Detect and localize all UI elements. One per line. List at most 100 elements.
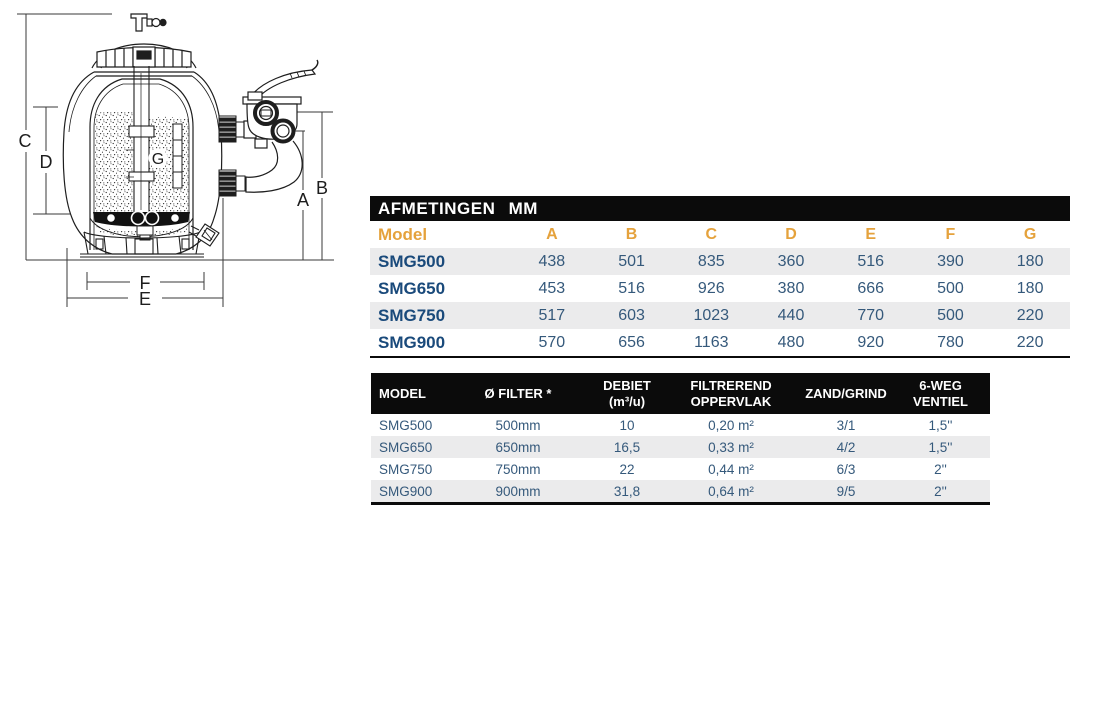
dim-label-f: F [140,273,151,293]
stand-base [80,231,204,258]
dimension-labels: C D A B F E G [19,131,329,309]
table-row: SMG650 453 516 926 380 666 500 180 [370,275,1070,302]
value-cell: 180 [1016,279,1044,297]
value-cell: 516 [618,279,645,297]
value-cell: 180 [1016,252,1044,270]
column-header-a: A [546,225,558,243]
value-cell: 10 [619,417,635,433]
value-cell: 926 [697,279,725,297]
value-cell: 750mm [495,461,541,477]
bulkhead-unions [218,115,246,197]
value-cell: 0,64 m² [708,483,754,499]
value-cell: 31,8 [613,483,641,499]
value-cell: 1163 [694,333,729,351]
value-cell: 1023 [693,306,730,324]
value-cell: 780 [937,333,964,351]
sand-filter-diagram: C D A B F E G [0,0,368,335]
value-cell: 1,5'' [928,439,953,455]
table-row: SMG500 500mm 10 0,20 m² 3/1 1,5'' [371,414,990,436]
afmetingen-header-row: Model A B C D E F G [370,221,1070,248]
model-cell: SMG750 [378,305,446,325]
dim-label-e: E [139,289,151,309]
value-cell: 1,5'' [928,417,953,433]
dim-label-b: B [316,178,328,198]
model-cell: SMG500 [379,417,433,433]
value-cell: 501 [618,252,645,270]
drain-fitting [188,223,220,247]
specs-table: MODEL Ø FILTER * DEBIET (m³/u) FILTREREN… [371,373,990,505]
column-header-e: E [865,225,877,243]
air-bleed-valve [130,13,167,32]
dim-label-c: C [19,131,32,151]
value-cell: 650mm [495,439,541,455]
filter-cutaway-drawing: C D A B F E G [17,13,334,309]
value-cell: 2'' [934,461,947,477]
afmetingen-table-title: AFMETINGEN MM [370,196,1070,221]
value-cell: 500mm [495,417,541,433]
value-cell: 9/5 [836,483,856,499]
standpipe [126,66,155,212]
valve-handle [247,59,319,101]
value-cell: 16,5 [613,439,641,455]
column-header-d: D [785,225,797,243]
value-cell: 220 [1016,333,1044,351]
column-header-debiet: DEBIET (m³/u) [603,378,651,409]
value-cell: 380 [777,279,805,297]
dim-label-g: G [152,151,164,168]
model-cell: SMG900 [379,483,433,499]
value-cell: 2'' [934,483,947,499]
value-cell: 453 [538,279,566,297]
value-cell: 900mm [495,483,541,499]
table-row: SMG900 570 656 1163 480 920 780 220 [370,329,1070,356]
value-cell: 0,44 m² [708,461,754,477]
value-cell: 516 [857,252,885,270]
model-cell: SMG650 [378,278,446,298]
model-cell: SMG900 [378,332,446,352]
table-row: SMG500 438 501 835 360 516 390 180 [370,248,1070,275]
specs-header-row: MODEL Ø FILTER * DEBIET (m³/u) FILTREREN… [371,373,990,414]
sight-tube [172,123,183,189]
value-cell: 920 [857,333,885,351]
value-cell: 3/1 [836,417,856,433]
value-cell: 570 [538,333,566,351]
column-header-zand-grind: ZAND/GRIND [805,385,887,401]
value-cell: 440 [777,306,805,324]
table-row: SMG750 517 603 1023 440 770 500 220 [370,302,1070,329]
laterals [89,210,194,241]
afmetingen-table: AFMETINGEN MM Model A B C D E F G SMG500… [370,196,1070,358]
value-cell: 22 [619,461,635,477]
column-header-model: Model [378,224,428,244]
table-row: SMG900 900mm 31,8 0,64 m² 9/5 2'' [371,480,990,502]
value-cell: 517 [538,306,566,324]
value-cell: 438 [538,252,566,270]
column-header-b: B [625,225,638,243]
value-cell: 770 [857,306,885,324]
model-cell: SMG500 [378,251,446,271]
model-cell: SMG650 [379,439,433,455]
value-cell: 4/2 [836,439,856,455]
value-cell: 603 [618,306,645,324]
value-cell: 656 [618,333,645,351]
column-header-f: F [945,225,956,243]
table-row: SMG750 750mm 22 0,44 m² 6/3 2'' [371,458,990,480]
value-cell: 0,33 m² [708,439,754,455]
value-cell: 360 [777,252,805,270]
value-cell: 0,20 m² [708,417,754,433]
column-header-filter-diameter: Ø FILTER * [484,385,552,401]
column-header-g: G [1023,225,1037,243]
table-row: SMG650 650mm 16,5 0,33 m² 4/2 1,5'' [371,436,990,458]
column-header-model: MODEL [379,385,426,401]
dim-label-a: A [297,190,309,210]
value-cell: 500 [937,306,964,324]
value-cell: 500 [937,279,964,297]
value-cell: 6/3 [836,461,856,477]
value-cell: 480 [777,333,805,351]
dim-label-d: D [40,152,53,172]
column-header-c: C [705,225,718,243]
value-cell: 390 [937,252,964,270]
value-cell: 835 [697,252,725,270]
column-header-ventiel: 6-WEG VENTIEL [913,378,968,409]
model-cell: SMG750 [379,461,433,477]
value-cell: 666 [857,279,885,297]
